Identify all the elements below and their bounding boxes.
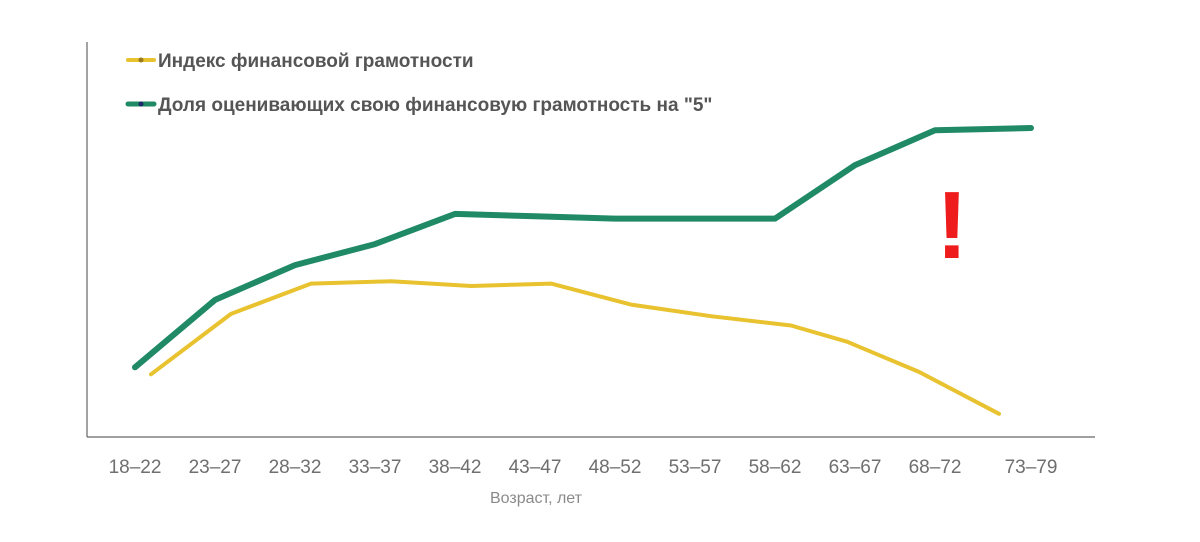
x-tick-label: 33–37 [349,457,402,478]
x-tick-label: 58–62 [749,457,802,478]
x-tick-label: 73–79 [1005,457,1058,478]
legend-marker-2 [138,101,144,107]
x-tick-label: 68–72 [909,457,962,478]
series-line-1 [149,279,1001,416]
x-tick-label: 43–47 [509,457,562,478]
x-tick-label: 28–32 [269,457,322,478]
x-axis-title: Возраст, лет [490,490,583,507]
x-tick-label: 18–22 [109,457,162,478]
x-tick-label: 48–52 [589,457,642,478]
x-tick-labels: 18–22 23–27 28–32 33–37 38–42 43–47 48–52 53–57… [109,457,1058,478]
exclamation-annotation: ! [936,172,968,279]
series-lines [132,125,1034,416]
x-tick-label: 53–57 [669,457,722,478]
chart-axes [86,42,1095,438]
legend-label-1: Индекс финансовой грамотности [158,51,474,72]
legend-label-2: Доля оценивающих свою финансовую грамотн… [158,95,712,116]
series-line-2 [132,125,1034,371]
x-tick-label: 63–67 [829,457,882,478]
x-tick-label: 38–42 [429,457,482,478]
x-tick-label: 23–27 [189,457,242,478]
legend-marker-1 [138,57,144,63]
chart-legend: Индекс финансовой грамотности Доля оценив… [125,51,712,116]
